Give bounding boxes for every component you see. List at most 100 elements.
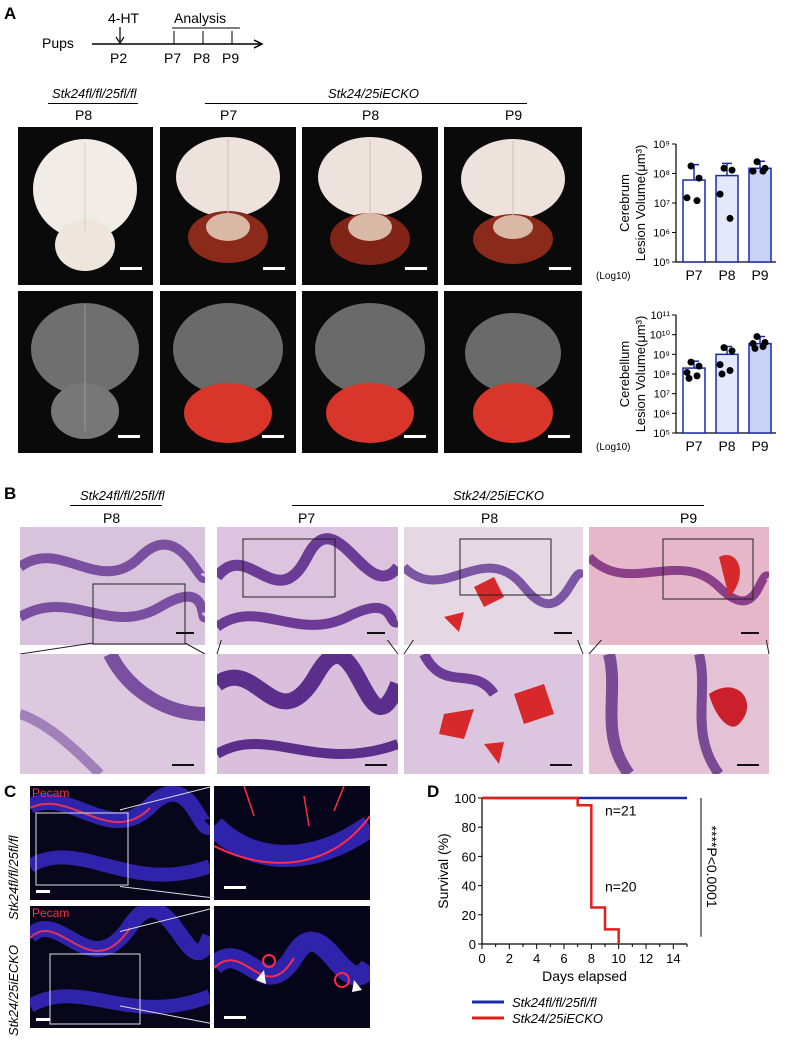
x-tick-label-P9: P9 bbox=[751, 438, 768, 454]
histology-high-ko-p9 bbox=[589, 654, 769, 774]
data-point bbox=[751, 344, 759, 352]
y-tick-label: 10⁷ bbox=[654, 198, 670, 210]
data-point bbox=[683, 194, 691, 202]
brain-photo-ko-p9 bbox=[444, 127, 582, 285]
cerebellum-lesion-chart: 10¹¹ 10¹⁰ 10⁹ 10⁸ 10⁷ 10⁶ 10⁵ (Log10) Cerebellum… bbox=[596, 310, 776, 454]
data-point bbox=[759, 343, 767, 351]
y-tick-label: 10⁶ bbox=[653, 228, 670, 240]
data-point bbox=[687, 162, 695, 170]
y-tick-label: 10⁸ bbox=[653, 169, 670, 181]
bar-P9 bbox=[748, 167, 772, 263]
pecam-control-high bbox=[214, 786, 370, 900]
brain-photo-control-p8 bbox=[18, 127, 153, 285]
stage-ko-p9-b: P9 bbox=[680, 510, 698, 526]
data-point bbox=[716, 361, 724, 369]
data-point bbox=[693, 197, 701, 205]
data-point bbox=[718, 370, 726, 378]
histology-low-ko-p8 bbox=[404, 527, 583, 645]
timepoint-p2: P2 bbox=[110, 50, 127, 66]
x-tick-label-P7: P7 bbox=[685, 438, 702, 454]
y-tick-label: 40 bbox=[462, 879, 476, 894]
x-tick-label: 4 bbox=[533, 951, 540, 966]
timepoint-p7: P7 bbox=[164, 50, 181, 66]
brain-photo-ko-p8 bbox=[302, 127, 438, 285]
stage-ko-p7-b: P7 bbox=[298, 510, 316, 526]
data-point bbox=[693, 372, 701, 380]
legend-label-ko: Stk24/25iECKO bbox=[512, 1011, 603, 1026]
log-note: (Log10) bbox=[596, 442, 630, 453]
y-tick-label: 20 bbox=[462, 908, 476, 923]
pecam-label-control: Pecam bbox=[32, 786, 70, 800]
data-point bbox=[753, 158, 761, 166]
y-tick-label: 60 bbox=[462, 849, 476, 864]
x-tick-label: 14 bbox=[666, 951, 680, 966]
histology-low-ko-p7 bbox=[217, 527, 398, 645]
y-tick-label: 10⁵ bbox=[653, 428, 670, 440]
brain-3d-ko-p8 bbox=[302, 291, 438, 453]
pecam-label-ko: Pecam bbox=[32, 906, 70, 920]
n-label-ko: n=20 bbox=[605, 878, 637, 894]
panel-label-d: D bbox=[427, 782, 440, 801]
y-tick-label: 10⁶ bbox=[653, 408, 670, 420]
histology-low-control bbox=[20, 527, 205, 645]
genotype-control-c: Stk24fl/fl/25fl/fl bbox=[6, 835, 21, 920]
x-tick-label: 0 bbox=[478, 951, 485, 966]
brain-3d-ko-p9 bbox=[444, 291, 582, 453]
data-point bbox=[759, 167, 767, 175]
brain-3d-ko-p7 bbox=[160, 291, 296, 453]
data-point bbox=[749, 167, 757, 175]
panel-label-c: C bbox=[4, 782, 17, 801]
stage-ko-p7-a: P7 bbox=[220, 107, 238, 123]
survival-line-ko bbox=[482, 796, 620, 944]
y-tick-label: 10⁸ bbox=[653, 369, 670, 381]
stage-control-b: P8 bbox=[103, 510, 121, 526]
data-point bbox=[726, 214, 734, 222]
y-tick-label: 10⁵ bbox=[653, 257, 670, 269]
y-tick-label: 100 bbox=[454, 791, 476, 806]
bar-P9 bbox=[748, 342, 772, 434]
y-tick-label: 0 bbox=[469, 937, 476, 952]
y-tick-label: 80 bbox=[462, 820, 476, 835]
panel-label-b: B bbox=[4, 484, 17, 503]
genotype-control-a: Stk24fl/fl/25fl/fl bbox=[52, 86, 137, 101]
data-point bbox=[726, 367, 734, 375]
bar-P7 bbox=[682, 179, 706, 263]
histology-low-ko-p9 bbox=[589, 527, 769, 645]
x-tick-label: 6 bbox=[560, 951, 567, 966]
y-tick-label: 10⁹ bbox=[653, 349, 670, 361]
survival-chart: 0 20 40 60 80 100 0 2 4 6 8 10 12 14 Days elapsed Survi… bbox=[435, 791, 720, 1026]
data-point bbox=[728, 166, 736, 174]
histology-high-ko-p7 bbox=[217, 654, 398, 774]
legend-label-control: Stk24fl/fl/25fl/fl bbox=[512, 995, 598, 1010]
cerebrum-lesion-chart: 10⁹ 10⁸ 10⁷ 10⁶ 10⁵ (Log10) Cerebrum Lesion Vol… bbox=[596, 139, 776, 283]
y-axis-label-line2: Lesion Volume(μm³) bbox=[633, 316, 648, 433]
y-tick-label: 10¹⁰ bbox=[650, 330, 671, 342]
injection-label: 4-HT bbox=[108, 10, 140, 26]
stage-control-a: P8 bbox=[75, 107, 93, 123]
genotype-ko-c: Stk24/25iECKO bbox=[6, 944, 21, 1036]
x-tick-label: 2 bbox=[506, 951, 513, 966]
x-tick-label-P8: P8 bbox=[718, 438, 735, 454]
x-tick-label-P9: P9 bbox=[751, 267, 768, 283]
stage-ko-p8-b: P8 bbox=[481, 510, 499, 526]
n-label-control: n=21 bbox=[605, 803, 637, 819]
brain-3d-control-p8 bbox=[18, 291, 153, 453]
zoom-lines-b bbox=[20, 640, 770, 655]
data-point bbox=[720, 344, 728, 352]
histology-high-ko-p8 bbox=[404, 654, 583, 774]
pups-label: Pups bbox=[42, 35, 74, 51]
brain-photo-ko-p7 bbox=[160, 127, 296, 285]
y-axis-label-line1: Cerebrum bbox=[617, 174, 632, 232]
data-point bbox=[720, 164, 728, 172]
data-point bbox=[753, 333, 761, 341]
x-tick-label: 12 bbox=[639, 951, 653, 966]
x-tick-label-P8: P8 bbox=[718, 267, 735, 283]
stat-label: ****P<0.0001 bbox=[704, 826, 720, 908]
timepoint-p8: P8 bbox=[193, 50, 210, 66]
stage-ko-p9-a: P9 bbox=[505, 107, 523, 123]
x-tick-label: 8 bbox=[588, 951, 595, 966]
data-point bbox=[728, 347, 736, 355]
pecam-ko-high bbox=[214, 906, 370, 1028]
data-point bbox=[683, 368, 691, 376]
y-tick-label: 10⁹ bbox=[653, 139, 670, 151]
